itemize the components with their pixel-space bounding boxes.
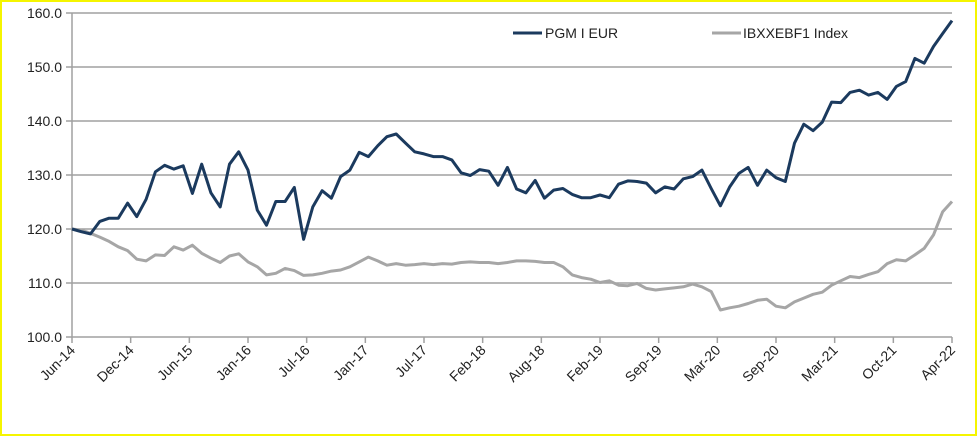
x-tick-label: Feb-18 bbox=[446, 342, 489, 385]
x-tick-label: Feb-19 bbox=[563, 342, 606, 385]
legend-label-index: IBXXEBF1 Index bbox=[743, 25, 848, 41]
x-tick-label: Jan-16 bbox=[213, 342, 255, 384]
legend: PGM I EUR IBXXEBF1 Index bbox=[513, 25, 848, 41]
y-tick-label: 130.0 bbox=[27, 167, 62, 183]
x-tick-label: Dec-14 bbox=[94, 342, 137, 385]
y-tick-label: 150.0 bbox=[27, 59, 62, 75]
x-tick-label: Mar-21 bbox=[798, 342, 841, 385]
x-tick-label: Mar-20 bbox=[681, 342, 724, 385]
y-tick-label: 120.0 bbox=[27, 221, 62, 237]
x-tick-label: Jun-15 bbox=[154, 342, 196, 384]
series-line-1 bbox=[71, 200, 954, 312]
x-tick-label: Oct-21 bbox=[858, 342, 899, 383]
x-tick-label: Sep-19 bbox=[622, 342, 665, 385]
x-tick-label: Jul-16 bbox=[275, 342, 313, 380]
x-tick-label: Jan-17 bbox=[330, 342, 372, 384]
y-tick-label: 100.0 bbox=[27, 329, 62, 345]
x-axis: Jun-14 Dec-14 Jun-15 Jan-16 Jul-16 Jan-17 Jul-… bbox=[37, 336, 958, 385]
x-tick-label: Apr-22 bbox=[917, 342, 958, 383]
legend-label-pgm: PGM I EUR bbox=[545, 25, 618, 41]
x-tick-label: Jul-17 bbox=[392, 342, 430, 380]
series-line-0 bbox=[71, 19, 954, 241]
x-tick-label: Jun-14 bbox=[37, 342, 79, 384]
x-tick-label: Sep-20 bbox=[739, 342, 782, 385]
y-tick-label: 160.0 bbox=[27, 5, 62, 21]
series-lines bbox=[71, 19, 954, 312]
y-tick-label: 140.0 bbox=[27, 113, 62, 129]
x-tick-label: Aug-18 bbox=[504, 342, 547, 385]
y-axis: 100.0 110.0 120.0 130.0 140.0 150.0 160.0 bbox=[27, 5, 73, 345]
gridlines bbox=[72, 12, 952, 284]
y-tick-label: 110.0 bbox=[28, 275, 62, 291]
